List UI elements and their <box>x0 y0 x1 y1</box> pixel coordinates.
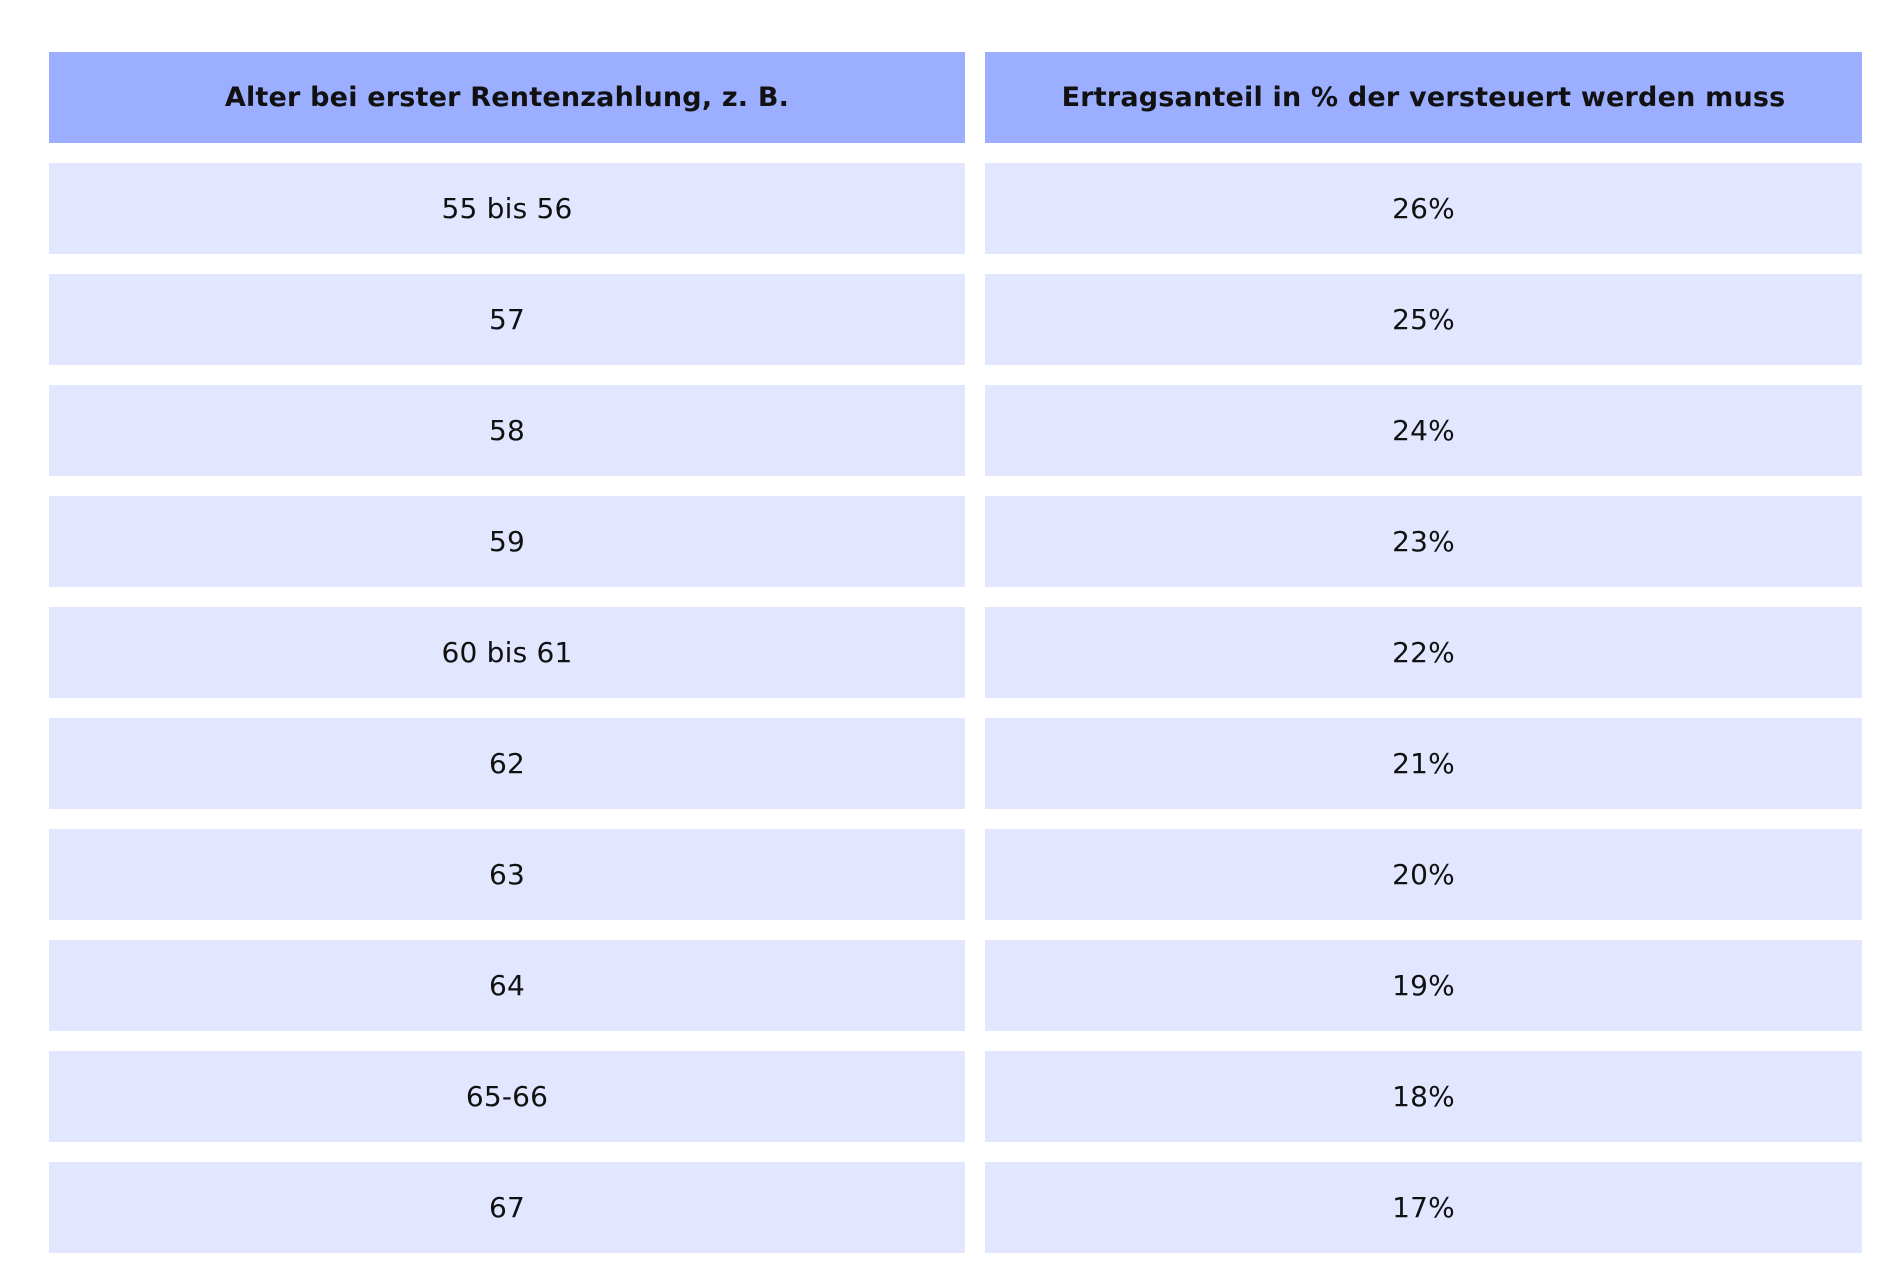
percent-cell: 23% <box>985 496 1862 587</box>
table-row: 65-66 18% <box>49 1051 1862 1142</box>
percent-cell: 18% <box>985 1051 1862 1142</box>
age-cell: 58 <box>49 385 965 476</box>
percent-cell: 20% <box>985 829 1862 920</box>
percent-cell: 25% <box>985 274 1862 365</box>
ertragsanteil-table: Alter bei erster Rentenzahlung, z. B. Er… <box>49 52 1862 1273</box>
table-row: 60 bis 61 22% <box>49 607 1862 698</box>
percent-cell: 24% <box>985 385 1862 476</box>
table-header-row: Alter bei erster Rentenzahlung, z. B. Er… <box>49 52 1862 143</box>
percent-cell: 26% <box>985 163 1862 254</box>
percent-cell: 22% <box>985 607 1862 698</box>
header-cell-age: Alter bei erster Rentenzahlung, z. B. <box>49 52 965 143</box>
age-cell: 62 <box>49 718 965 809</box>
age-cell: 57 <box>49 274 965 365</box>
age-cell: 64 <box>49 940 965 1031</box>
table-row: 57 25% <box>49 274 1862 365</box>
table-row: 59 23% <box>49 496 1862 587</box>
age-cell: 63 <box>49 829 965 920</box>
age-cell: 59 <box>49 496 965 587</box>
table-row: 62 21% <box>49 718 1862 809</box>
header-cell-ertragsanteil: Ertragsanteil in % der versteuert werden… <box>985 52 1862 143</box>
table-row: 58 24% <box>49 385 1862 476</box>
table-row: 55 bis 56 26% <box>49 163 1862 254</box>
age-cell: 55 bis 56 <box>49 163 965 254</box>
percent-cell: 17% <box>985 1162 1862 1253</box>
age-cell: 65-66 <box>49 1051 965 1142</box>
table-row: 67 17% <box>49 1162 1862 1253</box>
age-cell: 67 <box>49 1162 965 1253</box>
table-row: 63 20% <box>49 829 1862 920</box>
percent-cell: 21% <box>985 718 1862 809</box>
table-row: 64 19% <box>49 940 1862 1031</box>
percent-cell: 19% <box>985 940 1862 1031</box>
age-cell: 60 bis 61 <box>49 607 965 698</box>
